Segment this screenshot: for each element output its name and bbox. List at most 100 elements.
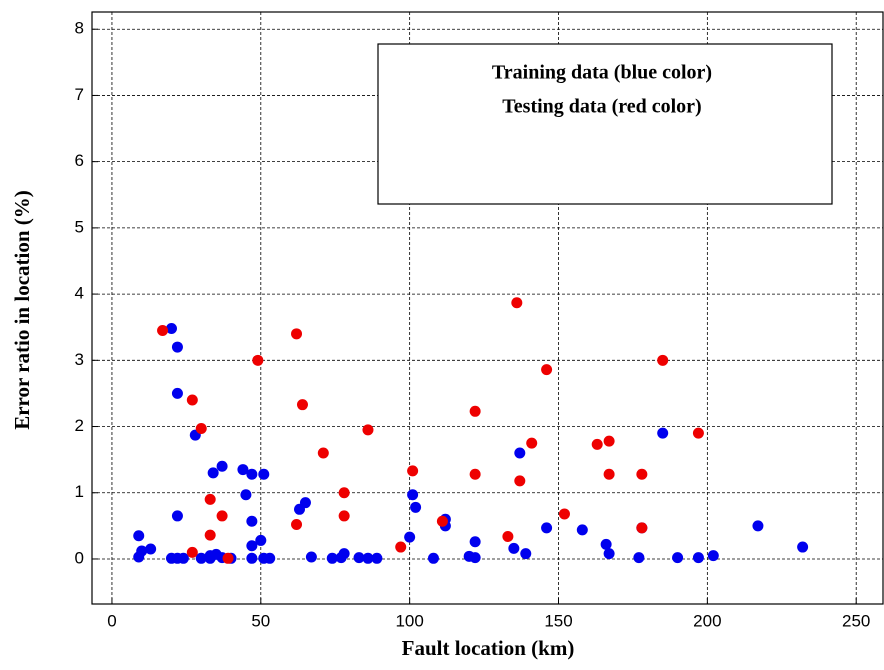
y-tick-label: 1 (75, 482, 84, 501)
legend-label: Training data (blue color) (492, 62, 712, 84)
point (264, 552, 276, 564)
point (558, 508, 570, 520)
point (407, 465, 419, 477)
y-tick-label: 8 (75, 19, 84, 38)
point (657, 354, 669, 366)
point (707, 550, 719, 562)
point (692, 427, 704, 439)
point (171, 341, 183, 353)
point (436, 515, 448, 527)
point (502, 530, 514, 542)
point (258, 468, 270, 480)
point (752, 520, 764, 532)
point (404, 531, 416, 543)
point (296, 399, 308, 411)
point (145, 543, 157, 555)
x-tick-label: 250 (842, 611, 870, 630)
point (395, 541, 407, 553)
point (407, 489, 419, 501)
point (338, 487, 350, 499)
point (133, 530, 145, 542)
point (222, 552, 234, 564)
point (541, 522, 553, 534)
point (591, 438, 603, 450)
point (636, 468, 648, 480)
point (469, 552, 481, 564)
point (338, 510, 350, 522)
point (177, 552, 189, 564)
point (157, 325, 169, 337)
point (514, 475, 526, 487)
point (410, 501, 422, 513)
point (371, 552, 383, 564)
y-tick-label: 4 (75, 284, 84, 303)
point (305, 551, 317, 563)
point (317, 447, 329, 459)
point (246, 540, 258, 552)
plot-frame (91, 11, 884, 605)
point (657, 427, 669, 439)
point (133, 551, 145, 563)
point (204, 529, 216, 541)
y-tick-label: 2 (75, 416, 84, 435)
point (603, 468, 615, 480)
point (186, 394, 198, 406)
y-tick-label: 0 (75, 548, 84, 567)
point (511, 297, 523, 309)
point (207, 467, 219, 479)
x-tick-label: 50 (251, 611, 270, 630)
point (636, 522, 648, 534)
point (195, 423, 207, 435)
point (237, 464, 249, 476)
y-tick-label: 7 (75, 85, 84, 104)
point (469, 468, 481, 480)
point (299, 497, 311, 509)
point (603, 548, 615, 560)
point (526, 437, 538, 449)
y-axis-label: Error ratio in location (%) (10, 190, 34, 430)
point (603, 435, 615, 447)
point (541, 364, 553, 376)
point (326, 552, 338, 564)
point (246, 468, 258, 480)
x-tick-label: 0 (107, 611, 116, 630)
point (362, 424, 374, 436)
x-tick-label: 200 (693, 611, 721, 630)
point (204, 493, 216, 505)
point (600, 538, 612, 550)
point (165, 323, 177, 335)
y-tick-label: 5 (75, 217, 84, 236)
x-tick-label: 150 (544, 611, 572, 630)
point (520, 548, 532, 560)
point (291, 328, 303, 340)
point (353, 552, 365, 564)
point (171, 510, 183, 522)
point (255, 534, 267, 546)
x-tick-label: 100 (395, 611, 423, 630)
point (252, 354, 264, 366)
point (692, 552, 704, 564)
point (216, 510, 228, 522)
point (633, 552, 645, 564)
x-axis-label: Fault location (km) (402, 636, 575, 660)
point (186, 546, 198, 558)
point (797, 541, 809, 553)
point (514, 447, 526, 459)
point (576, 524, 588, 536)
point (469, 536, 481, 548)
point (240, 489, 252, 501)
point (508, 542, 520, 554)
point (216, 460, 228, 472)
y-tick-label: 6 (75, 151, 84, 170)
point (362, 552, 374, 564)
point (171, 387, 183, 399)
point (246, 552, 258, 564)
point (246, 515, 258, 527)
y-tick-label: 3 (75, 350, 84, 369)
point (195, 552, 207, 564)
point (338, 548, 350, 560)
point (672, 552, 684, 564)
point (469, 405, 481, 417)
point (427, 552, 439, 564)
